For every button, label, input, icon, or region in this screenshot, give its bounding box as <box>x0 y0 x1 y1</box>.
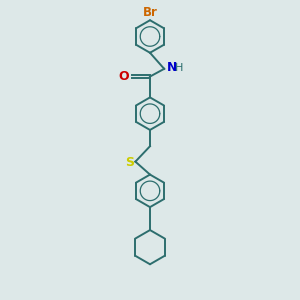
Text: O: O <box>118 70 129 83</box>
Text: Br: Br <box>142 6 158 19</box>
Text: S: S <box>125 156 134 169</box>
Text: H: H <box>175 63 183 73</box>
Text: N: N <box>167 61 178 74</box>
